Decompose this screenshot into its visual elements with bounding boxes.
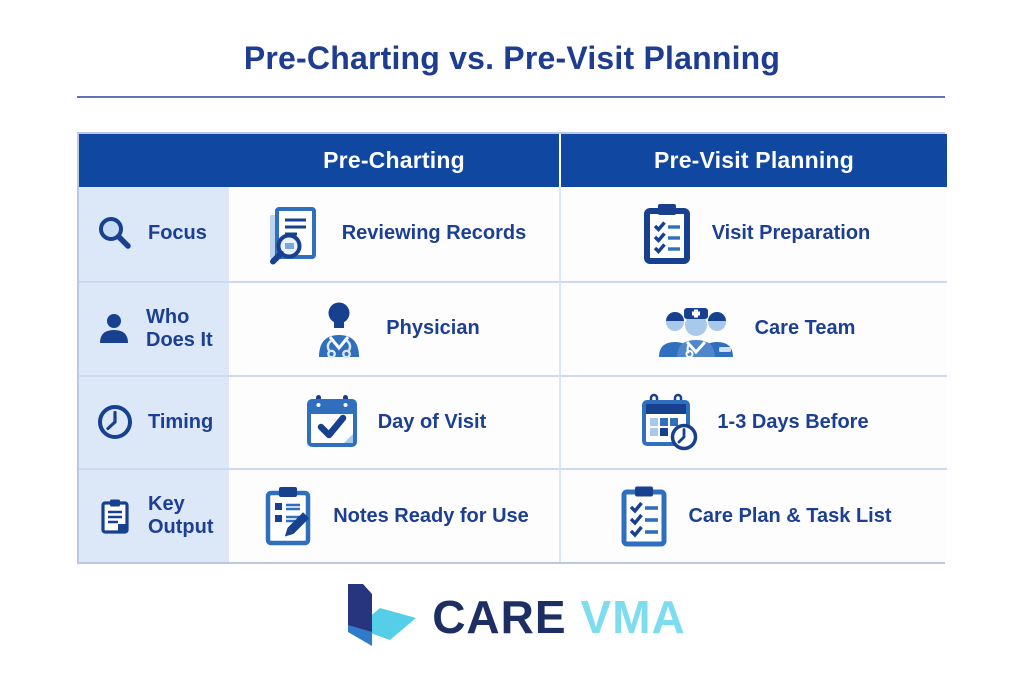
timing-pre-visit-cell: 1-3 Days Before (559, 374, 947, 469)
row-label: Key Output (148, 493, 214, 539)
comparison-table: Pre-Charting Pre-Visit Planning Focus Re… (77, 132, 947, 564)
calendar-check-icon (306, 395, 357, 448)
care-vma-logo-mark (348, 584, 417, 646)
calendar-clock-icon (642, 394, 698, 451)
document-magnifier-icon (269, 206, 316, 265)
care-vma-logo: CARE VMA (0, 580, 1024, 654)
title-divider (77, 96, 945, 98)
row-label: Timing (148, 410, 214, 433)
who-pre-charting-cell: Physician (229, 280, 559, 375)
row-timing-label-cell: Timing (79, 374, 229, 469)
cell-text: Care Plan & Task List (688, 504, 892, 527)
row-label: Who Does It (146, 305, 213, 351)
logo-word-care: CARE (432, 591, 567, 643)
focus-pre-visit-cell: Visit Preparation (559, 187, 947, 281)
who-pre-visit-cell: Care Team (559, 280, 947, 375)
logo-wordmark: CARE VMA (432, 590, 686, 644)
physician-icon (319, 302, 360, 359)
cell-text: Visit Preparation (711, 222, 871, 245)
cell-text: Physician (386, 317, 480, 340)
header-cell-empty (79, 134, 229, 187)
row-key-output-label-cell: Key Output (79, 468, 229, 562)
cell-text: Reviewing Records (341, 222, 527, 245)
header-cell-pre-visit-planning: Pre-Visit Planning (559, 134, 947, 187)
person-icon (100, 313, 128, 343)
cell-text: 1-3 Days Before (717, 410, 869, 433)
header-cell-pre-charting: Pre-Charting (229, 134, 559, 187)
focus-pre-charting-cell: Reviewing Records (229, 187, 559, 281)
care-team-icon (658, 307, 733, 358)
notes-pencil-icon (265, 487, 311, 546)
magnifier-icon (99, 216, 131, 249)
row-label: Focus (148, 222, 207, 245)
clipboard-icon (101, 499, 129, 534)
row-who-does-it-label-cell: Who Does It (79, 280, 229, 375)
logo-word-vma: VMA (580, 591, 686, 643)
key-output-pre-charting-cell: Notes Ready for Use (229, 468, 559, 562)
clock-icon (98, 405, 132, 440)
checklist-clipboard-icon (643, 203, 690, 264)
cell-text: Day of Visit (377, 410, 487, 433)
cell-text: Notes Ready for Use (333, 504, 529, 527)
cell-text: Care Team (754, 317, 856, 340)
timing-pre-charting-cell: Day of Visit (229, 374, 559, 469)
task-list-icon (621, 486, 667, 547)
page-title: Pre-Charting vs. Pre-Visit Planning (243, 40, 781, 76)
key-output-pre-visit-cell: Care Plan & Task List (559, 468, 947, 562)
row-focus-label-cell: Focus (79, 187, 229, 281)
